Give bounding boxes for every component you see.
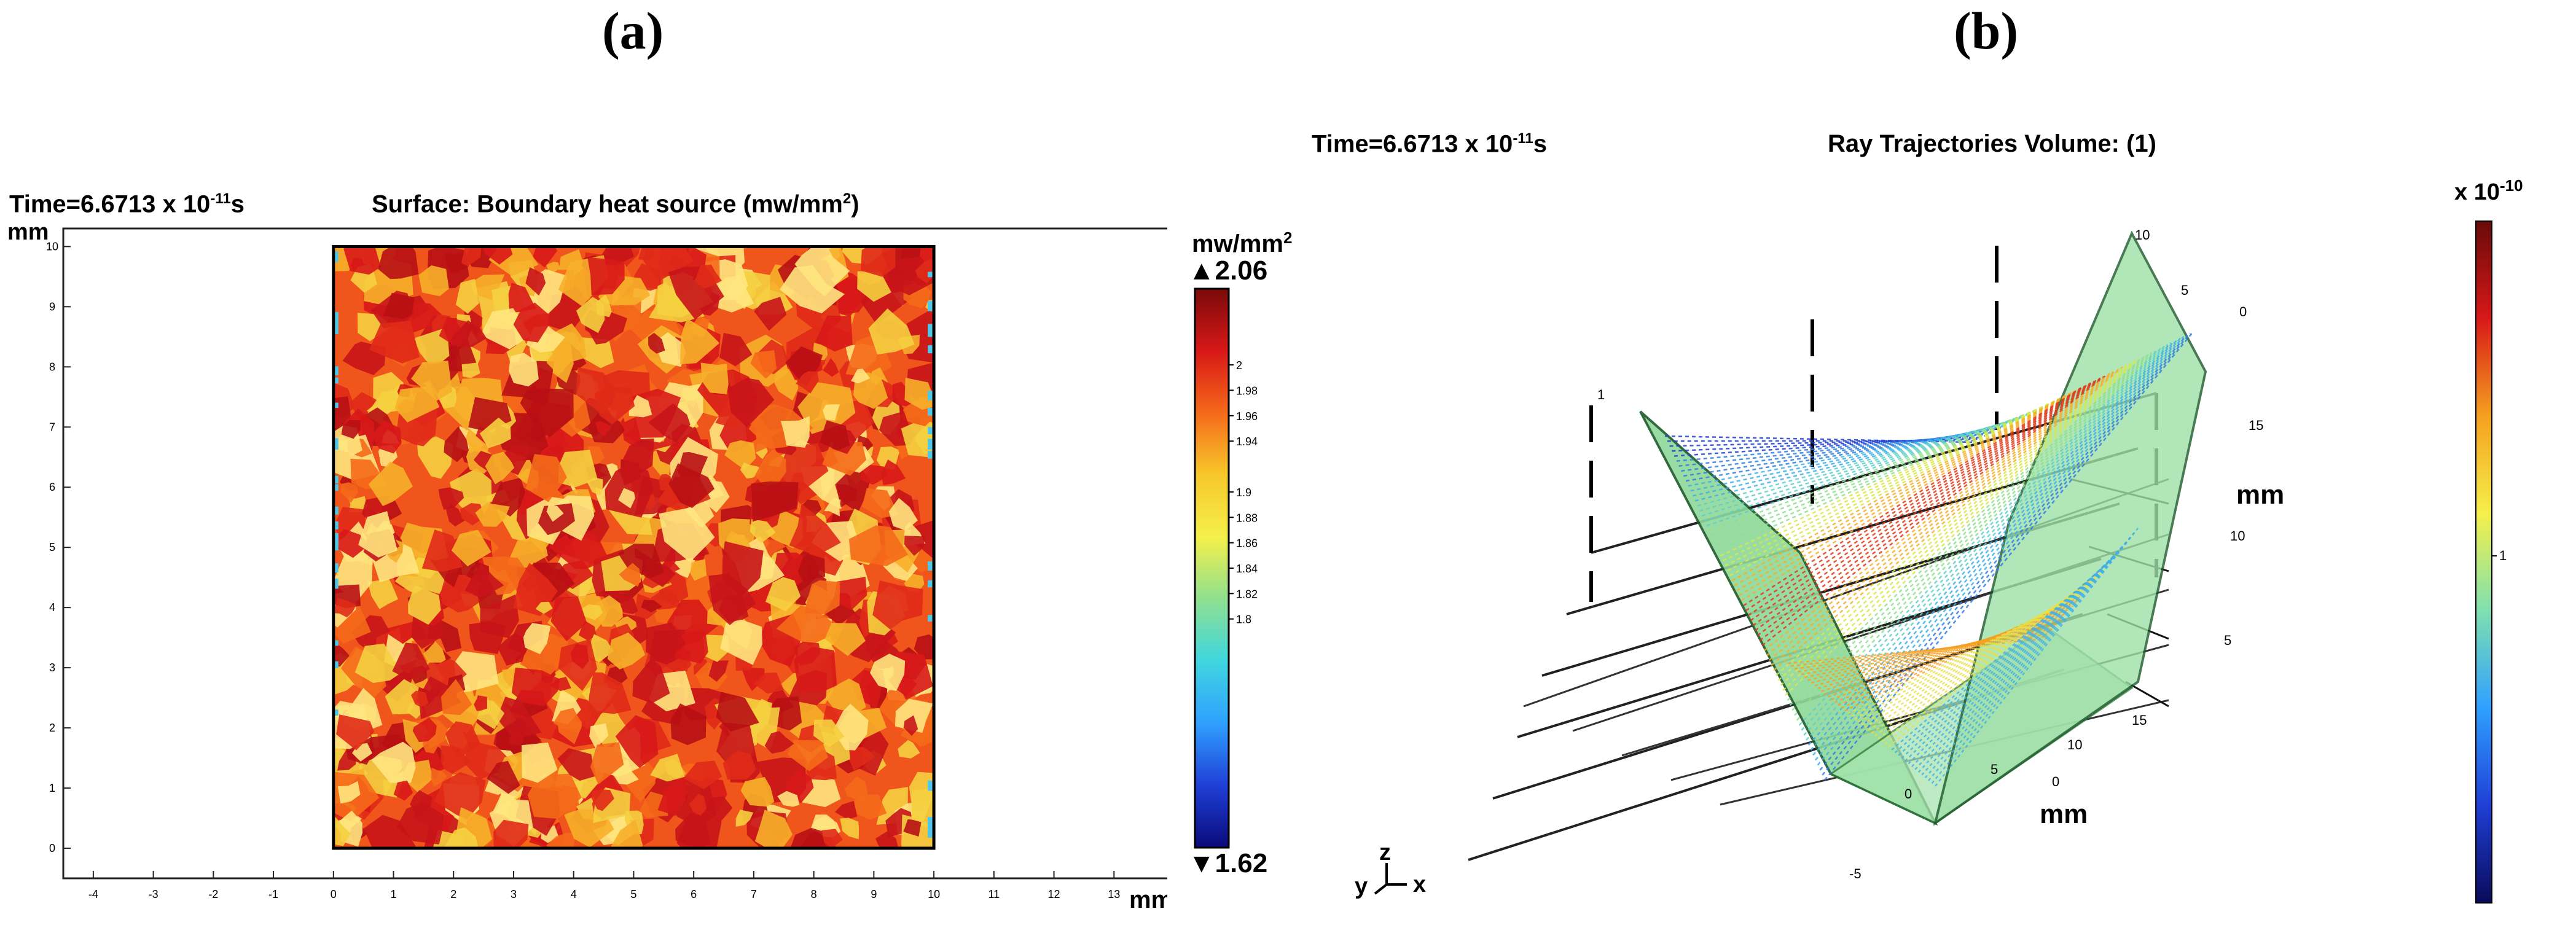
x-tick-label-a: 9	[871, 888, 877, 900]
axis-triad	[1374, 863, 1407, 895]
y-tick-label-a: 3	[49, 662, 55, 674]
heat-region-border	[332, 244, 936, 850]
colorbar-tick-label-a: 2	[1236, 359, 1242, 372]
colorbar-tick-b: 1	[2499, 548, 2507, 563]
axis-tick-top: 0	[2239, 304, 2247, 319]
x-tick-label-a: 10	[928, 888, 940, 900]
colorbar-gradient-b	[2475, 221, 2492, 904]
y-tick-label-a: 5	[49, 541, 55, 553]
axis-tick-right: 15	[2249, 418, 2263, 433]
x-tick-label-a: 5	[630, 888, 636, 900]
colorbar-tick-label-a: 1.82	[1236, 588, 1258, 600]
y-tick-label-a: 6	[49, 481, 55, 493]
x-tick-label-a: 11	[988, 888, 1000, 900]
colorbar-a: mw/mm2 ▲2.06 2 1.98 1.96 1.94 1.9 1.88 1.86 1.8…	[1188, 228, 1292, 878]
chart-title-a: Surface: Boundary heat source (mw/mm2)	[372, 190, 859, 218]
ray-trajectories-plot-b: 15 10 5 0 15 10 5 0 -5 10 5 0 1 mm mm y z x	[1355, 227, 2284, 899]
axis-tick-bottom: 10	[2067, 737, 2082, 752]
axis-tick-bottom: 15	[2132, 712, 2147, 728]
axis-tick-top: 10	[2135, 227, 2150, 243]
colorbar-tick-label-a: 1.9	[1236, 486, 1251, 499]
axis-tick-top: 5	[2181, 283, 2188, 298]
y-tick-label-a: 1	[49, 782, 55, 794]
axis-tick-bottom: 0	[1905, 786, 1912, 802]
axis-tick-right: 0	[2052, 774, 2059, 789]
panel-label-b: (b)	[1954, 1, 2019, 60]
colorbar-tick-label-a: 1.88	[1236, 512, 1258, 524]
x-tick-label-a: 1	[391, 888, 397, 900]
time-label-a: Time=6.6713 x 10-11s	[9, 190, 245, 218]
y-tick-label-a: 0	[49, 842, 55, 854]
panel-label-a: (a)	[602, 1, 664, 60]
y-tick-label-a: 4	[49, 601, 55, 614]
colorbar-max-a: ▲2.06	[1188, 256, 1267, 286]
colorbar-tick-label-a: 1.98	[1236, 384, 1258, 397]
y-axis-unit-a: mm	[7, 219, 49, 245]
chart-title-b: Ray Trajectories Volume: (1)	[1828, 130, 2156, 157]
y-tick-label-a: 8	[49, 361, 55, 373]
x-tick-label-a: -1	[268, 888, 278, 900]
x-tick-label-a: 4	[571, 888, 577, 900]
y-tick-label-a: 10	[46, 240, 58, 252]
colorbar-b: x 10-10 1	[2454, 176, 2523, 904]
x-tick-label-a: 7	[751, 888, 757, 900]
axis-tick-bottom: 5	[1991, 762, 1998, 777]
colorbar-tick-label-a: 1.86	[1236, 537, 1258, 550]
colorbar-tick-label-a: 1.84	[1236, 563, 1258, 575]
wedge-right-face	[1933, 230, 2207, 826]
triad-x-label: x	[1413, 872, 1426, 897]
colorbar-exponent-b: x 10-10	[2454, 176, 2523, 205]
colorbar-tick-label-a: 1.8	[1236, 614, 1251, 626]
x-tick-label-a: 12	[1048, 888, 1060, 900]
axis-tick-right: 5	[2224, 633, 2231, 648]
plot-frame-a	[62, 227, 1167, 880]
x-axis-unit-a: mm	[1129, 886, 1167, 913]
y-tick-label-a: 9	[49, 300, 55, 313]
x-tick-label-a: 0	[331, 888, 337, 900]
time-label-b: Time=6.6713 x 10-11s	[1312, 130, 1547, 158]
x-tick-label-a: -2	[208, 888, 218, 900]
x-tick-label-a: 3	[511, 888, 517, 900]
x-tick-label-a: 8	[811, 888, 817, 900]
axis-tick-left: 1	[1597, 387, 1605, 402]
axis-unit-mm-right: mm	[2236, 480, 2284, 510]
axis-tick-bottom: -5	[1849, 866, 1862, 881]
colorbar-gradient-a	[1194, 287, 1230, 849]
y-tick-label-a: 2	[49, 722, 55, 734]
x-tick-label-a: -3	[149, 888, 159, 900]
colorbar-tick-label-a: 1.96	[1236, 410, 1258, 423]
colorbar-unit-a: mw/mm2	[1192, 228, 1292, 257]
x-tick-label-a: -4	[88, 888, 98, 900]
triad-y-label: y	[1355, 873, 1368, 899]
colorbar-min-a: ▼1.62	[1188, 848, 1267, 878]
axis-unit-mm-bottom: mm	[2040, 799, 2088, 829]
triad-z-label: z	[1379, 840, 1391, 865]
x-tick-label-a: 13	[1108, 888, 1120, 900]
colorbar-tick-label-a: 1.94	[1236, 435, 1258, 448]
x-tick-label-a: 6	[691, 888, 697, 900]
axis-tick-right: 10	[2230, 528, 2245, 544]
y-tick-label-a: 7	[49, 421, 55, 433]
x-tick-label-a: 2	[450, 888, 456, 900]
